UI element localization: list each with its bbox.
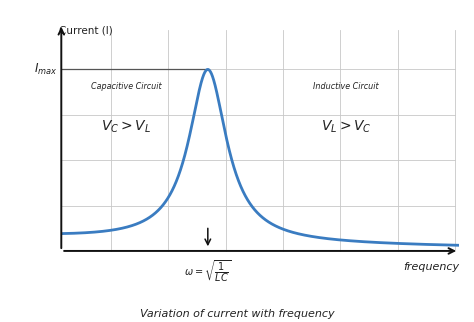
Text: Capacitive Circuit: Capacitive Circuit	[91, 82, 162, 91]
Text: Current (I): Current (I)	[59, 26, 113, 36]
Text: $\omega = \sqrt{\dfrac{1}{LC}}$: $\omega = \sqrt{\dfrac{1}{LC}}$	[184, 258, 231, 284]
Text: frequency: frequency	[403, 262, 459, 272]
Text: Inductive Circuit: Inductive Circuit	[313, 82, 379, 91]
Text: Variation of current with frequency: Variation of current with frequency	[140, 309, 334, 319]
Text: $V_L > V_C$: $V_L > V_C$	[321, 118, 371, 135]
Text: $V_C > V_L$: $V_C > V_L$	[101, 118, 151, 135]
Text: $I_{max}$: $I_{max}$	[34, 62, 57, 77]
